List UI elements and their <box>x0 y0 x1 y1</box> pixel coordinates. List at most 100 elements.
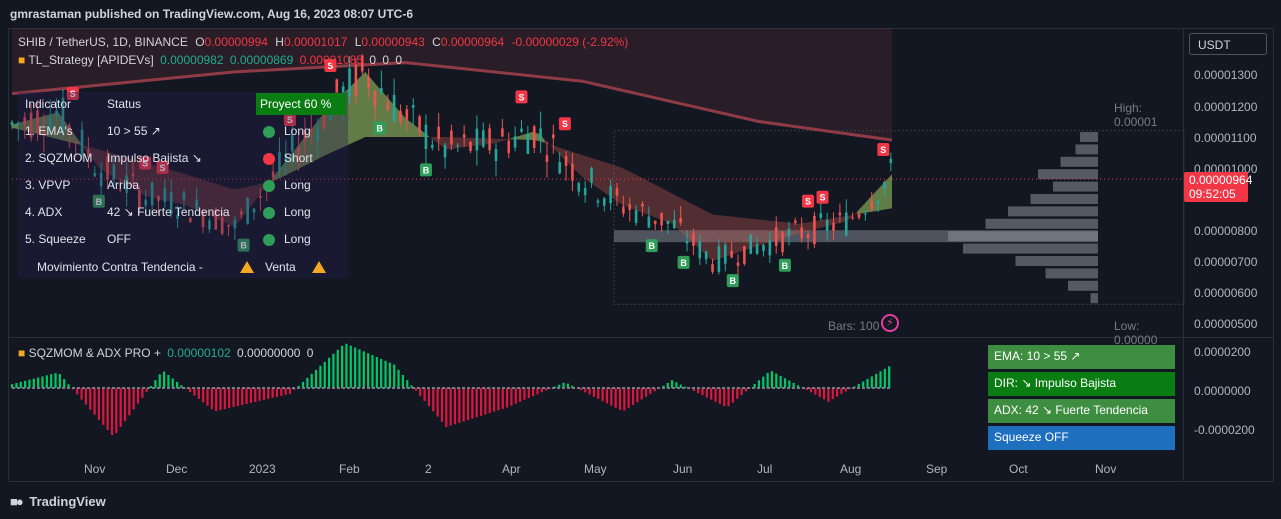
histogram-bar <box>58 374 61 388</box>
candle-body <box>373 91 377 106</box>
histogram-bar <box>584 388 587 393</box>
candle-body <box>360 55 364 72</box>
signal-marker <box>877 142 890 156</box>
histogram-bar <box>705 388 708 398</box>
signal-marker <box>726 274 739 288</box>
ema-summary: EMA: 10 > 55 ↗ <box>988 345 1175 369</box>
strategy-icon: ■ <box>18 53 26 67</box>
candle-body <box>220 217 224 235</box>
sqz-value-2: 0.00000000 <box>237 346 301 360</box>
price-axis-frame[interactable] <box>1184 28 1274 482</box>
histogram-bar <box>866 378 869 388</box>
histogram-bar <box>731 388 734 403</box>
lightning-icon[interactable]: ⚡ <box>881 314 899 332</box>
signal-marker-label: S <box>287 115 293 125</box>
candle-body <box>883 181 886 189</box>
histogram-bar <box>180 385 183 388</box>
histogram-bar <box>545 388 548 391</box>
histogram-bar <box>879 371 882 388</box>
candle-body <box>36 110 39 133</box>
time-label: Nov <box>84 462 106 476</box>
volume-profile-bar <box>1090 293 1098 304</box>
candle-body <box>870 201 874 210</box>
candle-body <box>717 246 721 272</box>
candle-body <box>437 126 440 139</box>
histogram-bar <box>736 388 739 399</box>
candle-body <box>698 241 702 259</box>
candle-body <box>150 182 154 206</box>
candle-body <box>271 171 275 178</box>
histogram-bar <box>592 388 596 397</box>
histogram-bar <box>327 357 331 388</box>
histogram-bar <box>219 388 222 411</box>
candle-body <box>443 145 447 158</box>
histogram-bar <box>89 388 92 410</box>
signal-dot <box>263 180 275 192</box>
histogram-bar <box>618 388 622 410</box>
histogram-bar <box>371 355 374 388</box>
histogram-bar <box>314 369 318 388</box>
histogram-bar <box>822 388 826 400</box>
histogram-bar <box>562 382 565 388</box>
signal-marker-label: S <box>562 119 568 129</box>
histogram-bar <box>445 388 448 427</box>
low-marker: Low: 0.00000 <box>1114 319 1158 347</box>
ema-ribbon-bullish <box>272 71 429 182</box>
table-row-status: OFF <box>107 232 131 246</box>
histogram-bar <box>76 388 79 395</box>
strategy-value-1: 0.00000982 <box>160 53 224 67</box>
histogram-bar <box>401 375 404 388</box>
signal-marker-label: S <box>880 145 886 155</box>
histogram-bar <box>80 388 83 400</box>
histogram-bar <box>54 373 57 388</box>
histogram-bar <box>744 388 748 392</box>
histogram-bar <box>679 384 682 388</box>
histogram-bar <box>571 385 574 388</box>
histogram-bar <box>484 388 487 415</box>
candle-body <box>348 68 351 97</box>
candle-body <box>660 212 663 226</box>
time-label: Oct <box>1009 462 1028 476</box>
adx-summary: ADX: 42 ↘ Fuerte Tendencia <box>988 399 1175 423</box>
time-label: Jun <box>673 462 693 476</box>
histogram-bar <box>783 378 787 388</box>
warning-icon <box>240 261 254 273</box>
volume-profile-bar <box>1060 156 1098 167</box>
histogram-bar <box>110 388 114 436</box>
candle-body <box>405 109 409 120</box>
signal-marker <box>324 59 337 73</box>
histogram-bar <box>466 388 470 421</box>
sqz-title: SQZMOM & ADX PRO + <box>28 346 161 360</box>
histogram-bar <box>119 388 122 427</box>
histogram-bar <box>836 388 839 397</box>
histogram-bar <box>579 388 583 391</box>
time-label: Jul <box>757 462 773 476</box>
high-label: H <box>275 35 284 49</box>
candle-body <box>475 128 479 151</box>
candle-body <box>806 234 810 239</box>
tradingview-logo[interactable]: ■● TradingView <box>10 494 106 509</box>
histogram-bar <box>367 353 370 388</box>
signal-marker <box>419 163 432 177</box>
candle-body <box>316 126 319 141</box>
pane-separator[interactable] <box>8 337 1274 338</box>
histogram-bar <box>792 382 795 388</box>
table-row-signal: Long <box>284 232 311 246</box>
candle-body <box>838 212 842 216</box>
volume-profile-bar <box>985 218 1098 229</box>
signal-marker <box>66 87 79 101</box>
histogram-bar <box>840 388 843 395</box>
time-label: 2 <box>425 462 432 476</box>
currency-selector[interactable]: USDT <box>1189 33 1267 55</box>
histogram-bar <box>814 388 817 395</box>
candle-body <box>239 211 243 215</box>
candle-body <box>87 149 90 158</box>
candle-body <box>494 148 498 162</box>
histogram-bar <box>536 388 539 395</box>
volume-profile-bar <box>1080 132 1098 142</box>
histogram-bar <box>718 388 721 404</box>
histogram-bar <box>514 388 517 404</box>
table-row-name: 2. SQZMOM <box>25 151 93 165</box>
candle-body <box>182 192 186 200</box>
